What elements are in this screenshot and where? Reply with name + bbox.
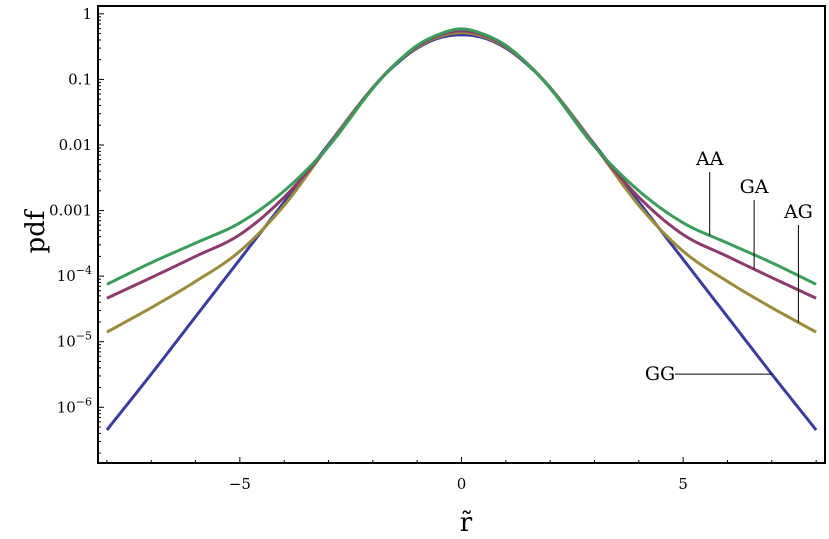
y-axis-title: pdf xyxy=(21,208,51,253)
curve-label-gg: GG xyxy=(645,363,675,385)
curve-label-aa: AA xyxy=(695,148,724,170)
y-tick-label: 10−4 xyxy=(57,264,92,285)
series-line-ag xyxy=(106,30,817,334)
series-line-gg xyxy=(105,33,818,431)
curves xyxy=(105,27,818,431)
series-line-ga xyxy=(106,29,817,300)
x-axis-ticks: −5 0 5 xyxy=(106,457,817,493)
x-tick-label: −5 xyxy=(229,475,251,493)
y-tick-label: 0.1 xyxy=(68,70,92,88)
curve-label-ga: GA xyxy=(740,176,769,198)
y-axis-ticks: 1 0.1 0.01 0.001 10−4 10−5 10−6 xyxy=(49,5,104,454)
plot-frame xyxy=(97,5,826,464)
curve-labels: GG AG GA AA xyxy=(645,148,813,385)
y-tick-label: 1 xyxy=(82,5,92,23)
plot-border xyxy=(97,5,826,464)
y-tick-label: 10−6 xyxy=(57,395,92,416)
curve-label-ag: AG xyxy=(783,201,813,223)
x-axis-title: r̃ xyxy=(460,508,473,538)
y-tick-label: 0.01 xyxy=(59,136,92,154)
x-tick-label: 0 xyxy=(457,475,467,493)
x-tick-label: 5 xyxy=(678,475,688,493)
y-tick-label: 0.001 xyxy=(49,202,92,220)
y-tick-label: 10−5 xyxy=(57,330,92,351)
series-line-aa xyxy=(106,27,817,286)
